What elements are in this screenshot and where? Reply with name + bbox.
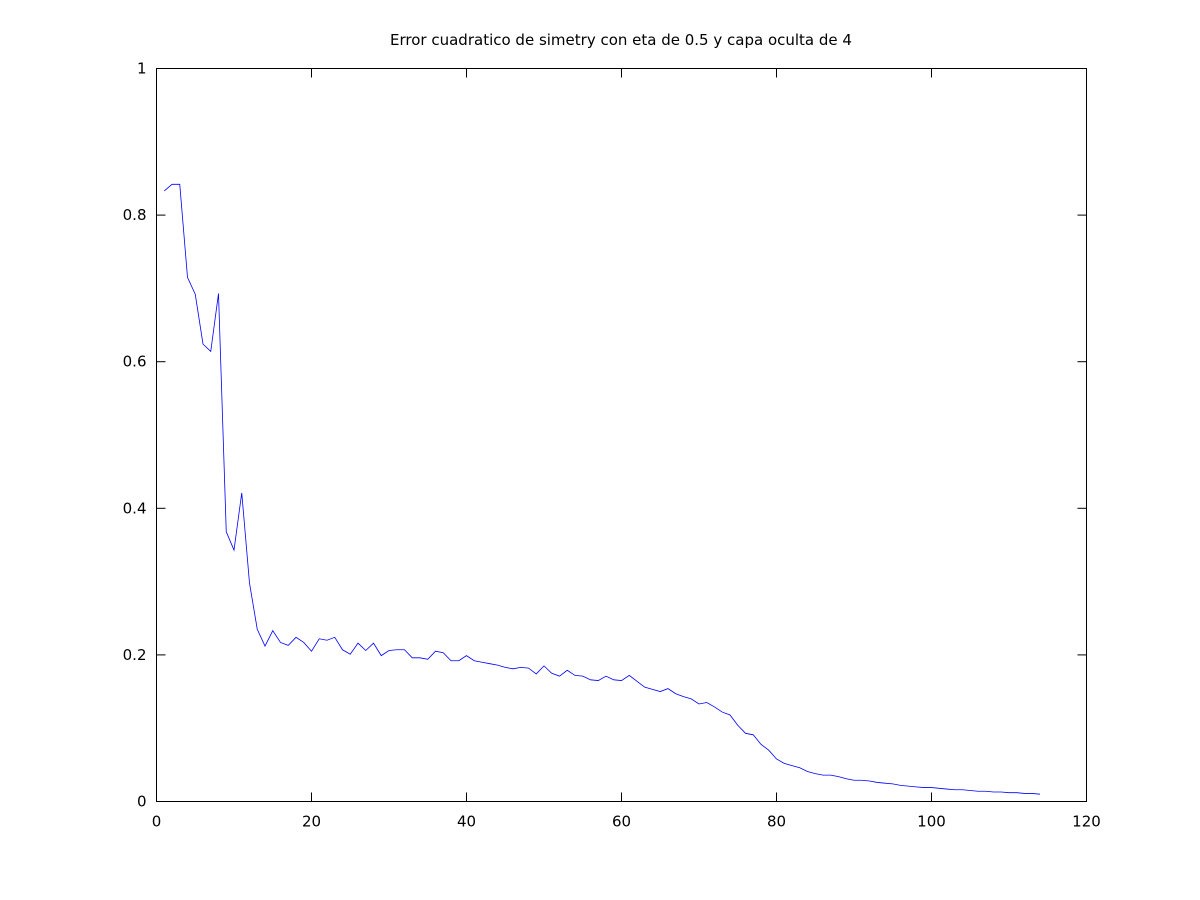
x-tick-label: 0	[152, 813, 162, 831]
y-tick-label: 0.6	[123, 353, 147, 371]
series-group	[163, 183, 1041, 795]
x-tick-label: 40	[457, 813, 476, 831]
x-tick-label: 60	[612, 813, 631, 831]
y-tick-label: 1	[137, 60, 147, 78]
series-line	[163, 183, 1041, 795]
x-tick-label: 120	[1072, 813, 1101, 831]
y-tick-label: 0	[137, 793, 147, 811]
y-tick-label: 0.4	[123, 499, 147, 517]
x-tick-label: 100	[917, 813, 946, 831]
axis-ticks	[156, 68, 1087, 802]
y-tick-label: 0.8	[123, 206, 147, 224]
y-tick-label: 0.2	[123, 646, 147, 664]
chart-title: Error cuadratico de simetry con eta de 0…	[390, 31, 852, 49]
plot-area-frame	[156, 68, 1087, 802]
axis-tick-labels: 0 20 40 60 80 100 120 0 0.2 0.4 0.6 0.8 1	[123, 60, 1101, 831]
x-tick-label: 80	[767, 813, 786, 831]
x-tick-label: 20	[302, 813, 321, 831]
